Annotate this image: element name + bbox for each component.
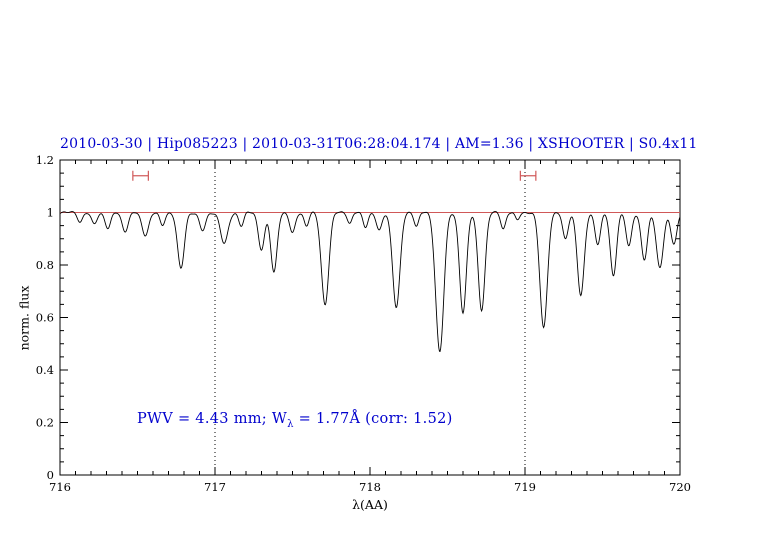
svg-text:0.6: 0.6	[36, 311, 54, 325]
spectrum-plot: 716 717 718 719 720 0 0.2 0.4 0.6 0.8 1 1.2	[36, 153, 691, 494]
plot-title: 2010-03-30 | Hip085223 | 2010-03-31T06:2…	[60, 136, 698, 152]
svg-text:1.2: 1.2	[36, 153, 54, 167]
svg-text:719: 719	[514, 480, 536, 494]
x-axis-label: λ(AA)	[352, 497, 388, 512]
svg-text:717: 717	[204, 480, 226, 494]
pwv-annotation: PWV = 4.43 mm; Wλ = 1.77Å (corr: 1.52)	[137, 411, 453, 430]
svg-text:718: 718	[359, 480, 381, 494]
svg-text:0.8: 0.8	[36, 258, 54, 272]
annotation-text-suffix: = 1.77Å (corr: 1.52)	[293, 411, 453, 427]
y-axis-label: norm. flux	[16, 285, 32, 351]
annotation-text-prefix: PWV = 4.43 mm; W	[137, 411, 288, 427]
svg-text:0.2: 0.2	[36, 416, 54, 430]
svg-text:0.4: 0.4	[36, 363, 54, 377]
svg-text:1: 1	[47, 206, 54, 220]
svg-text:0: 0	[47, 468, 54, 482]
svg-text:720: 720	[669, 480, 691, 494]
svg-text:716: 716	[49, 480, 71, 494]
annotation-lambda-subscript: λ	[287, 418, 294, 430]
